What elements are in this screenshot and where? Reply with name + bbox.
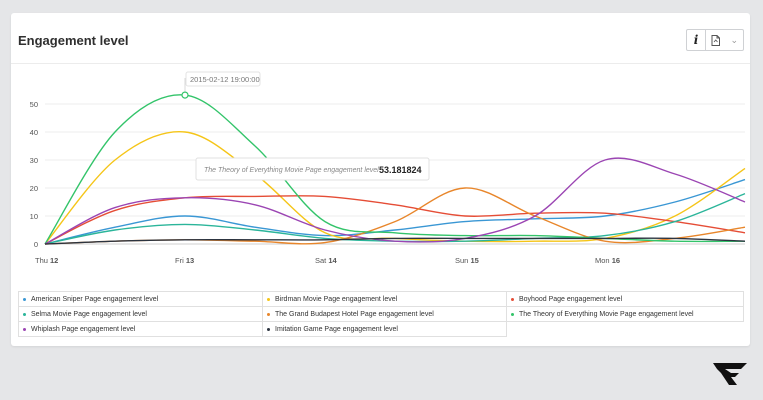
legend-label: Imitation Game Page engagement level (275, 325, 398, 333)
y-tick-label: 10 (30, 212, 38, 221)
series-line (44, 195, 746, 245)
widget-header: Engagement level i ⌄ (11, 13, 750, 64)
x-tick-label: Thu 12 (35, 256, 58, 265)
series-line (44, 237, 746, 245)
series-line (44, 192, 746, 245)
widget-title: Engagement level (18, 33, 129, 48)
legend-item[interactable]: The Grand Budapest Hotel Page engagement… (263, 307, 507, 322)
series-line (44, 178, 746, 245)
x-tick-label: Fri 13 (175, 256, 194, 265)
legend-label: Selma Movie Page engagement level (31, 310, 147, 318)
value-tooltip-value: 53.181824 (379, 165, 422, 175)
legend-item[interactable]: Boyhood Page engagement level (507, 292, 744, 307)
y-tick-label: 20 (30, 184, 38, 193)
y-tick-label: 30 (30, 156, 38, 165)
legend-dot-icon (511, 297, 514, 301)
y-tick-label: 0 (34, 240, 38, 249)
legend-dot-icon (23, 297, 26, 301)
export-dropdown-button[interactable]: ⌄ (706, 30, 743, 50)
y-tick-label: 50 (30, 100, 38, 109)
legend-label: The Theory of Everything Movie Page enga… (519, 310, 694, 318)
legend-item[interactable]: Whiplash Page engagement level (19, 322, 263, 337)
date-tooltip-box (185, 71, 261, 87)
legend-label: The Grand Budapest Hotel Page engagement… (275, 310, 434, 318)
legend-item[interactable]: Imitation Game Page engagement level (263, 322, 507, 337)
date-tooltip-text: 2015-02-12 19:00:00 (190, 75, 260, 84)
value-tooltip-label: The Theory of Everything Movie Page enga… (204, 167, 379, 174)
legend-label: Birdman Movie Page engagement level (275, 295, 398, 303)
x-tick-label: Sun 15 (455, 256, 479, 265)
legend-item[interactable]: American Sniper Page engagement level (19, 292, 263, 307)
legend-item[interactable]: The Theory of Everything Movie Page enga… (507, 307, 744, 322)
chart-legend: American Sniper Page engagement level Bir… (18, 291, 744, 337)
engagement-widget: Engagement level i ⌄ 0 10 20 30 40 50 Thu 12 Fr… (11, 13, 750, 346)
legend-label: Whiplash Page engagement level (31, 325, 136, 333)
legend-dot-icon (511, 312, 514, 316)
info-button[interactable]: i (687, 30, 706, 50)
chevron-down-icon: ⌄ (730, 34, 738, 45)
wing-logo-icon (713, 363, 747, 385)
legend-item[interactable]: Birdman Movie Page engagement level (263, 292, 507, 307)
hover-point (181, 91, 189, 99)
series-line (44, 157, 746, 245)
legend-dot-icon (23, 327, 26, 331)
info-icon: i (693, 33, 699, 47)
x-tick-label: Sat 14 (315, 256, 338, 265)
legend-label: Boyhood Page engagement level (519, 295, 623, 303)
file-export-icon (711, 34, 720, 46)
legend-dot-icon (267, 327, 270, 331)
legend-label: American Sniper Page engagement level (31, 295, 159, 303)
legend-item[interactable]: Selma Movie Page engagement level (19, 307, 263, 322)
widget-toolbar: i ⌄ (686, 29, 744, 51)
x-tick-label: Mon 16 (595, 256, 620, 265)
legend-dot-icon (23, 312, 26, 316)
engagement-line-chart: 0 10 20 30 40 50 Thu 12 Fri 13 Sat 14 Sun 15 Mon 1… (30, 71, 746, 265)
legend-dot-icon (267, 297, 270, 301)
legend-dot-icon (267, 312, 270, 316)
value-tooltip-box (195, 157, 430, 181)
y-tick-label: 40 (30, 128, 38, 137)
